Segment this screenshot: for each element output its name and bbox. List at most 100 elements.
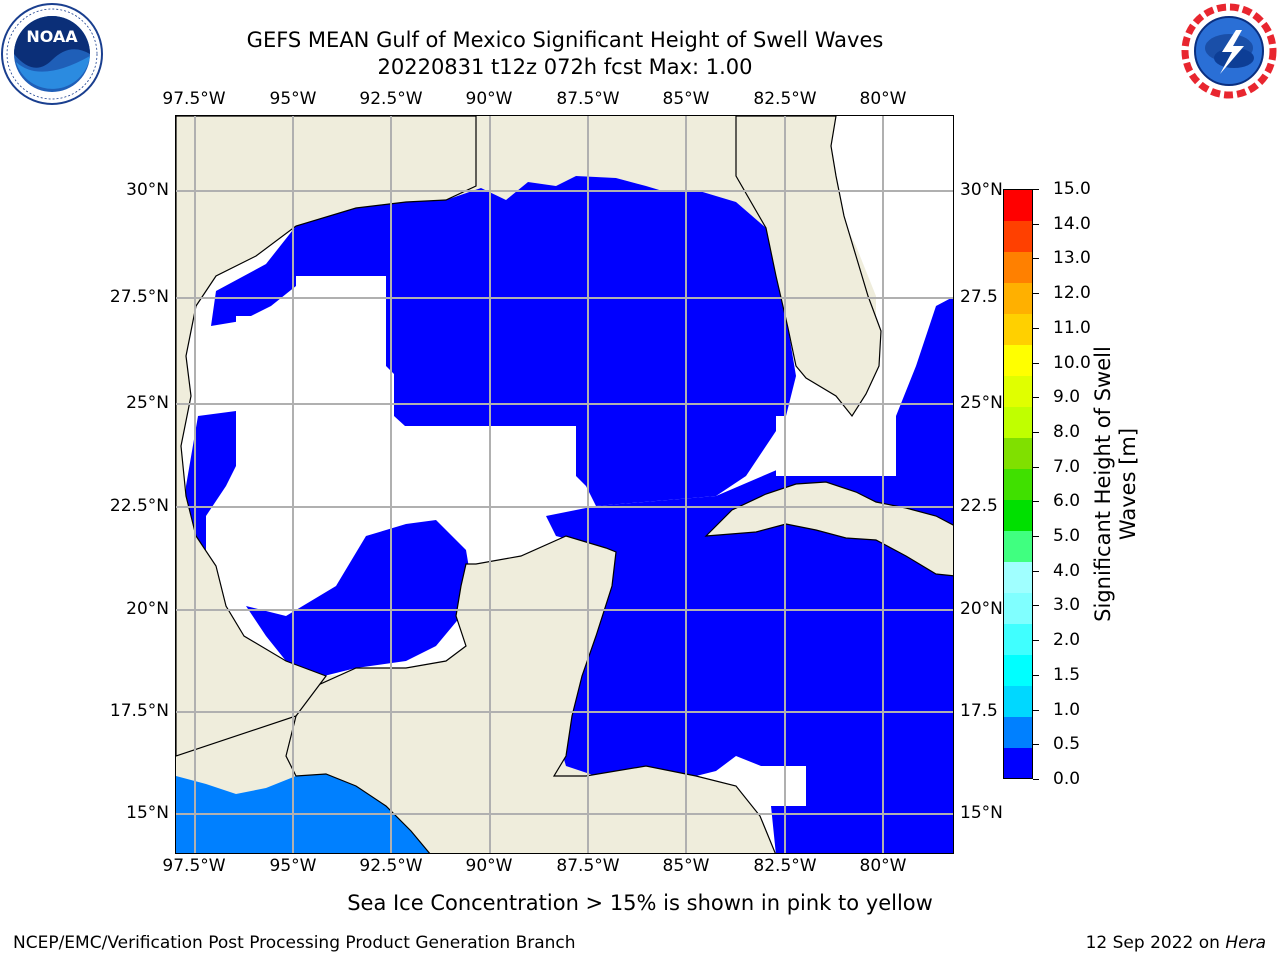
colorbar-tick-mark (1033, 189, 1039, 190)
lon-label-top: 80°W (859, 89, 907, 109)
lon-label-bottom: 92.5°W (359, 856, 423, 876)
lat-label-left: 17.5°N (109, 701, 169, 721)
lat-label-left: 25°N (126, 393, 169, 413)
colorbar-tick-label: 4.0 (1053, 560, 1081, 581)
lat-label-right: 17.5 (960, 701, 998, 721)
lat-label-left: 22.5°N (109, 496, 169, 516)
colorbar-segment (1004, 344, 1032, 377)
colorbar-tick-label: 10.0 (1053, 352, 1091, 373)
lon-label-top: 92.5°W (359, 89, 423, 109)
lon-label-top: 85°W (662, 89, 710, 109)
colorbar-tick-label: 1.5 (1053, 664, 1081, 685)
colorbar-tick-label: 0.0 (1053, 769, 1081, 789)
chart-title: GEFS MEAN Gulf of Mexico Significant Hei… (246, 28, 884, 52)
colorbar-tick-mark (1033, 258, 1039, 260)
lon-label-bottom: 85°W (662, 856, 710, 876)
graticule (176, 116, 953, 853)
chart-subtitle: 20220831 t12z 072h fcst Max: 1.00 (377, 55, 753, 79)
lat-label-left: 15°N (126, 803, 169, 823)
colorbar-tick-label: 9.0 (1053, 387, 1081, 408)
colorbar-segment (1004, 190, 1032, 222)
colorbar-tick-label: 6.0 (1053, 491, 1081, 512)
lat-label-left: 20°N (126, 599, 169, 619)
colorbar-tick-label: 2.0 (1053, 630, 1081, 651)
lon-label-bottom: 95°W (269, 856, 317, 876)
colorbar-tick-mark (1033, 674, 1039, 676)
colorbar-segment (1004, 499, 1032, 531)
map-svg (176, 116, 953, 853)
colorbar-segment (1004, 685, 1032, 717)
swell-field-east (546, 116, 953, 853)
colorbar-segment (1004, 313, 1032, 346)
colorbar-tick-label: 14.0 (1053, 213, 1091, 234)
colorbar-tick-mark (1033, 223, 1039, 225)
colorbar-tick-mark (1033, 536, 1039, 538)
colorbar-title-line2: Waves [m] (1116, 427, 1140, 541)
colorbar-tick-label: 8.0 (1053, 421, 1081, 442)
colorbar-tick-mark (1033, 605, 1039, 607)
lat-label-right: 22.5 (960, 496, 998, 516)
colorbar-segment (1004, 251, 1032, 284)
colorbar (1003, 189, 1033, 779)
colorbar-segment (1004, 592, 1032, 624)
colorbar-segment (1004, 220, 1032, 253)
lat-label-left: 27.5°N (109, 287, 169, 307)
colorbar-segment (1004, 716, 1032, 748)
colorbar-tick-label: 0.5 (1053, 734, 1081, 755)
footer-date-text: 12 Sep 2022 on (1085, 933, 1220, 953)
colorbar-tick-mark (1033, 640, 1039, 642)
colorbar-tick-label: 11.0 (1053, 317, 1091, 338)
lat-label-right: 30°N (960, 180, 1003, 200)
colorbar-tick-mark (1033, 570, 1039, 572)
colorbar-tick-label: 5.0 (1053, 526, 1081, 547)
swell-field-west (186, 411, 246, 586)
footer-host: Hera (1225, 933, 1266, 953)
colorbar-segment (1004, 282, 1032, 315)
colorbar-tick-label: 15.0 (1053, 179, 1091, 199)
swell-field-north (211, 176, 796, 506)
colorbar-segment (1004, 561, 1032, 593)
lat-label-right: 20°N (960, 599, 1003, 619)
colorbar-tick-mark (1033, 293, 1039, 295)
colorbar-tick-mark (1033, 466, 1039, 468)
colorbar-tick-mark (1033, 709, 1039, 711)
colorbar-tick-label: 12.0 (1053, 283, 1091, 304)
colorbar-tick-mark (1033, 779, 1039, 780)
colorbar-title-line1: Significant Height of Swell (1091, 346, 1115, 622)
no-data-patch (736, 766, 806, 806)
colorbar-tick-mark (1033, 362, 1039, 364)
no-data-patch (776, 416, 896, 476)
colorbar-tick-mark (1033, 744, 1039, 746)
lon-label-bottom: 80°W (859, 856, 907, 876)
colorbar-segment (1004, 406, 1032, 439)
lon-label-bottom: 90°W (465, 856, 513, 876)
footer-date: 12 Sep 2022 on Hera (1086, 933, 1266, 953)
nws-logo (1181, 3, 1277, 99)
no-data-patch (236, 316, 336, 516)
lon-label-top: 97.5°W (162, 89, 226, 109)
swell-field-southwest (246, 520, 472, 678)
colorbar-segment (1004, 530, 1032, 562)
no-data-patch (336, 366, 386, 446)
lon-label-top: 90°W (465, 89, 513, 109)
lon-label-bottom: 97.5°W (162, 856, 226, 876)
lon-label-top: 87.5°W (556, 89, 620, 109)
lat-label-right: 25°N (960, 393, 1003, 413)
noaa-logo: NOAA (1, 3, 103, 105)
colorbar-segment (1004, 747, 1032, 779)
colorbar-title: Significant Height of Swell Waves [m] (1091, 204, 1141, 764)
colorbar-segment (1004, 623, 1032, 655)
svg-text:NOAA: NOAA (26, 27, 78, 46)
map-panel (175, 115, 954, 854)
colorbar-tick-label: 7.0 (1053, 456, 1081, 477)
colorbar-tick-label: 3.0 (1053, 595, 1081, 616)
colorbar-segment (1004, 375, 1032, 408)
land-yucatan (285, 535, 776, 853)
land-cuba (704, 481, 953, 577)
colorbar-segment (1004, 654, 1032, 686)
colorbar-segment (1004, 468, 1032, 500)
lon-label-top: 95°W (269, 89, 317, 109)
colorbar-tick-label: 1.0 (1053, 699, 1081, 720)
sea-ice-note: Sea Ice Concentration > 15% is shown in … (347, 891, 933, 915)
lat-label-left: 30°N (126, 180, 169, 200)
